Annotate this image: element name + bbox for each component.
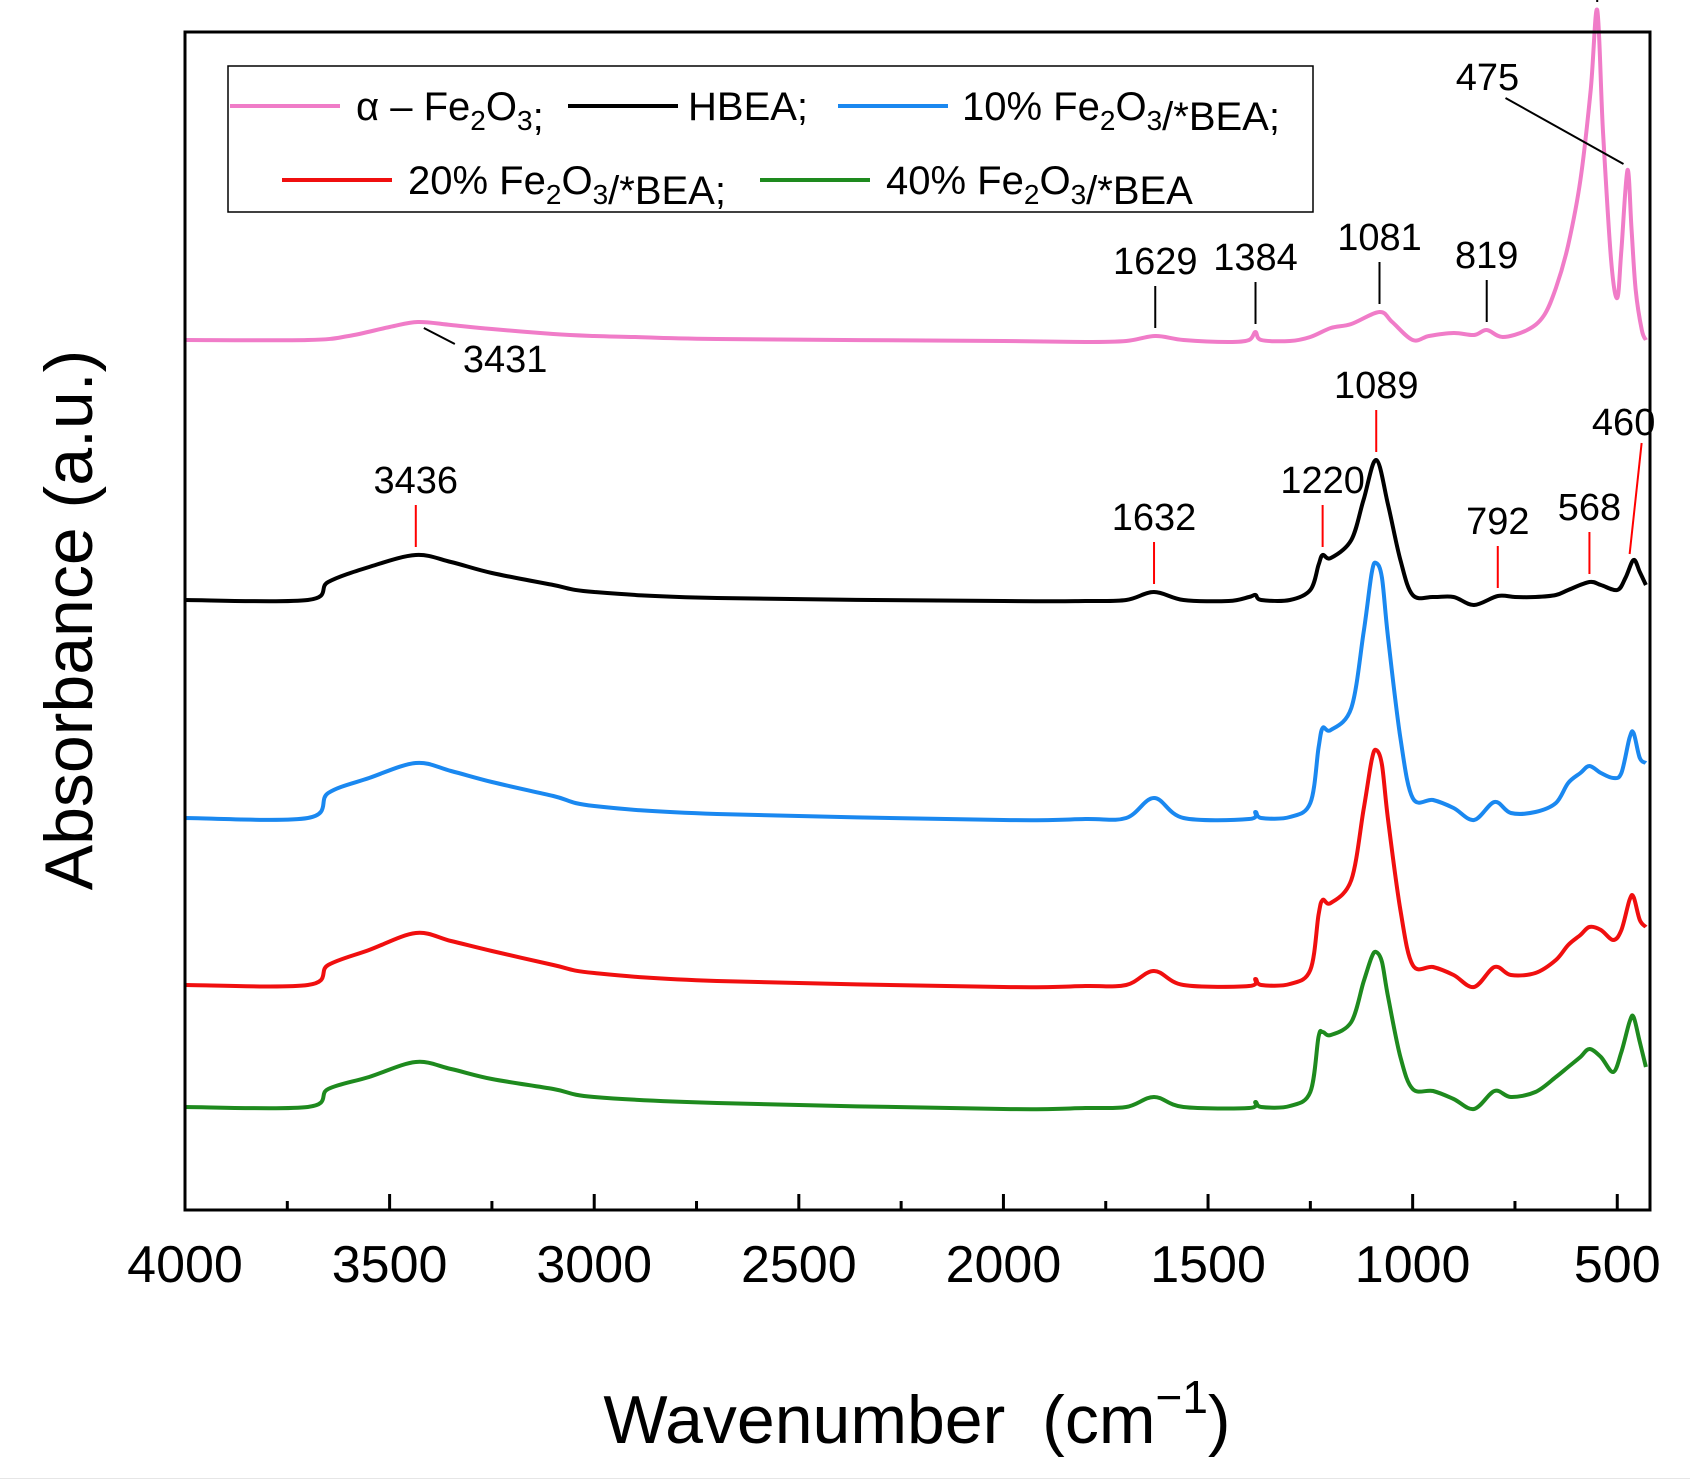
annotation-layer: 3431162913841081819549475343616321220108… (374, 0, 1655, 588)
annotation-label-819: 819 (1455, 235, 1518, 277)
series-line-0 (184, 7, 1648, 344)
legend-box (227, 65, 1314, 213)
x-axis: 4000 3500 3000 2500 2000 1500 1000 500 (127, 1194, 1661, 1294)
series-line-4 (184, 949, 1648, 1112)
annotation-label-792: 792 (1466, 501, 1529, 543)
annotation-line-3431 (423, 327, 456, 345)
x-tick-label: 4000 (127, 1236, 243, 1294)
x-axis-title-unit: (cm (1042, 1382, 1155, 1458)
annotation-label-475: 475 (1456, 57, 1519, 99)
annotation-label-1629: 1629 (1113, 241, 1198, 283)
annotation-label-460: 460 (1592, 402, 1655, 444)
x-tick-label: 3500 (332, 1236, 448, 1294)
series-line-1 (184, 457, 1648, 607)
annotation-label-1089: 1089 (1334, 365, 1419, 407)
series-layer (184, 7, 1648, 1112)
legend-label-alpha-fe2o3: α – Fe2O3; (356, 85, 544, 139)
annotation-label-1220: 1220 (1280, 460, 1365, 502)
plot-frame (183, 30, 1652, 1212)
x-axis-title-main: Wavenumber (603, 1382, 1005, 1458)
annotation-line-475 (1505, 97, 1624, 165)
annotation-label-3431: 3431 (463, 339, 548, 381)
x-tick-label: 1000 (1355, 1236, 1471, 1294)
annotation-label-3436: 3436 (374, 460, 459, 502)
annotation-line-460 (1628, 442, 1643, 555)
series-line-3 (184, 747, 1648, 990)
x-tick-label: 2000 (946, 1236, 1062, 1294)
x-tick-label: 500 (1574, 1236, 1661, 1294)
y-axis-title: Absorbance (a.u.) (31, 350, 107, 891)
legend-label-10pct: 10% Fe2O3/*BEA; (962, 85, 1280, 139)
x-axis-title: Wavenumber (cm−1) (603, 1371, 1230, 1458)
annotation-label-1081: 1081 (1337, 217, 1422, 259)
annotation-label-1384: 1384 (1213, 237, 1298, 279)
x-axis-title-close: ) (1208, 1382, 1231, 1458)
legend-label-20pct: 20% Fe2O3/*BEA; (408, 159, 726, 213)
x-tick-label: 3000 (536, 1236, 652, 1294)
legend-label-40pct: 40% Fe2O3/*BEA (886, 159, 1193, 213)
series-line-2 (184, 560, 1648, 823)
x-axis-title-sup: −1 (1155, 1371, 1207, 1423)
legend-label-hbea: HBEA; (688, 85, 808, 129)
x-tick-label: 1500 (1150, 1236, 1266, 1294)
x-tick-label: 2500 (741, 1236, 857, 1294)
annotation-label-568: 568 (1558, 487, 1621, 529)
footer-divider (0, 1478, 1690, 1479)
annotation-label-1632: 1632 (1112, 497, 1197, 539)
legend: α – Fe2O3; HBEA; 10% Fe2O3/*BEA; 20% Fe2… (227, 65, 1314, 213)
